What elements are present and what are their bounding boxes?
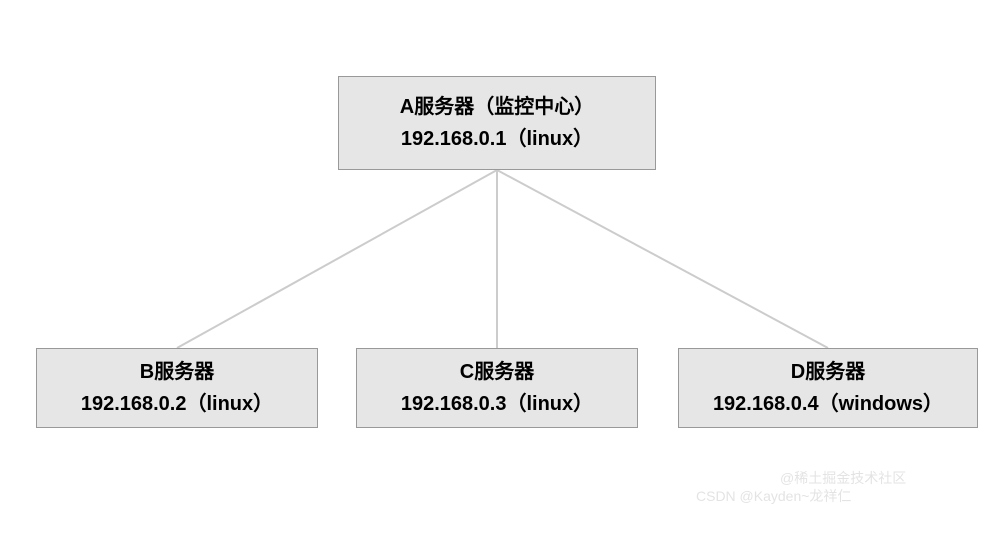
node-a-ip: 192.168.0.1（linux） (401, 123, 593, 155)
edge-a-b (177, 170, 497, 348)
watermark-juejin: @稀土掘金技术社区 (780, 468, 906, 488)
node-b-server: B服务器 192.168.0.2（linux） (36, 348, 318, 428)
node-a-title: A服务器（监控中心） (400, 91, 594, 123)
node-a-server: A服务器（监控中心） 192.168.0.1（linux） (338, 76, 656, 170)
node-c-server: C服务器 192.168.0.3（linux） (356, 348, 638, 428)
node-d-server: D服务器 192.168.0.4（windows） (678, 348, 978, 428)
node-d-title: D服务器 (791, 356, 865, 388)
node-c-ip: 192.168.0.3（linux） (401, 388, 593, 420)
node-c-title: C服务器 (460, 356, 534, 388)
edge-a-d (497, 170, 828, 348)
node-b-ip: 192.168.0.2（linux） (81, 388, 273, 420)
node-d-ip: 192.168.0.4（windows） (713, 388, 943, 420)
watermark-csdn: CSDN @Kayden~龙祥仁 (696, 486, 851, 506)
node-b-title: B服务器 (140, 356, 214, 388)
